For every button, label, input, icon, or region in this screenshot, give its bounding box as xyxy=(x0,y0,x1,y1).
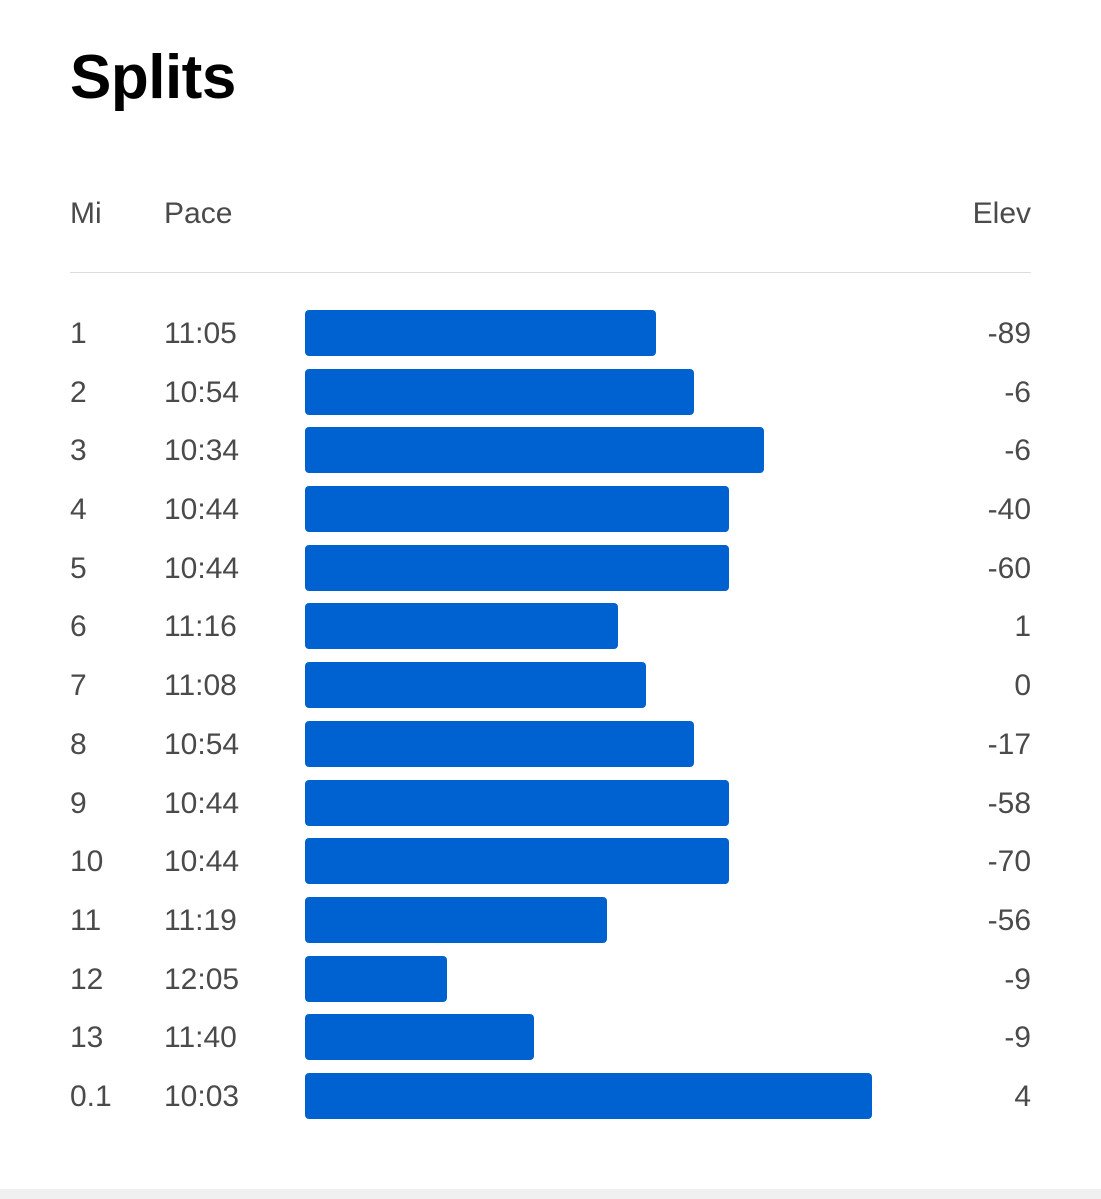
split-elevation: -58 xyxy=(987,786,1031,820)
split-mile: 2 xyxy=(70,375,87,409)
split-elevation: -9 xyxy=(1004,1021,1031,1055)
split-pace: 10:44 xyxy=(164,551,240,585)
page-title: Splits xyxy=(70,43,236,112)
split-elevation: -17 xyxy=(987,727,1031,761)
splits-list: 1 11:05 -89 2 10:54 -6 3 10:34 -6 4 10:44 -40 5 10:44… xyxy=(70,304,1031,1126)
header-divider xyxy=(70,272,1031,273)
split-pace-bar xyxy=(305,1014,534,1061)
split-pace-bar xyxy=(305,544,729,591)
split-row: 0.1 10:03 4 xyxy=(70,1067,1031,1126)
split-pace-bar xyxy=(305,779,729,826)
split-row: 9 10:44 -58 xyxy=(70,774,1031,833)
split-pace-bar xyxy=(305,486,729,533)
split-mile: 10 xyxy=(70,845,104,879)
column-header-elev: Elev xyxy=(972,197,1031,230)
split-pace: 10:54 xyxy=(164,375,240,409)
split-pace: 10:44 xyxy=(164,493,240,527)
split-row: 2 10:54 -6 xyxy=(70,363,1031,422)
split-mile: 8 xyxy=(70,727,87,761)
split-pace: 11:08 xyxy=(164,669,237,703)
split-pace-bar xyxy=(305,955,447,1002)
split-pace-bar xyxy=(305,720,694,767)
split-pace-bar xyxy=(305,310,656,356)
split-row: 8 10:54 -17 xyxy=(70,715,1031,774)
split-elevation: -89 xyxy=(987,317,1031,350)
split-pace: 12:05 xyxy=(164,962,240,996)
split-pace: 10:34 xyxy=(164,434,240,468)
split-pace-bar xyxy=(305,662,646,709)
split-elevation: 4 xyxy=(1014,1079,1031,1113)
split-elevation: -9 xyxy=(1004,962,1031,996)
split-mile: 6 xyxy=(70,610,87,644)
split-elevation: -60 xyxy=(987,551,1031,585)
split-elevation: 1 xyxy=(1014,610,1031,644)
split-elevation: -70 xyxy=(987,845,1031,879)
split-row: 10 10:44 -70 xyxy=(70,832,1031,891)
split-row: 7 11:08 0 xyxy=(70,656,1031,715)
split-row: 11 11:19 -56 xyxy=(70,891,1031,950)
splits-header: Mi Pace Elev xyxy=(70,192,1031,236)
split-row: 6 11:16 1 xyxy=(70,597,1031,656)
split-pace: 10:54 xyxy=(164,727,240,761)
column-header-pace: Pace xyxy=(164,197,233,230)
split-mile: 5 xyxy=(70,551,87,585)
split-elevation: -40 xyxy=(987,493,1031,527)
split-row: 13 11:40 -9 xyxy=(70,1008,1031,1067)
split-pace: 10:03 xyxy=(164,1079,240,1113)
bottom-strip xyxy=(0,1189,1101,1199)
split-pace: 11:05 xyxy=(164,317,237,350)
split-pace-bar xyxy=(305,603,618,650)
split-pace: 11:40 xyxy=(164,1021,237,1055)
split-mile: 9 xyxy=(70,786,87,820)
split-pace-bar xyxy=(305,838,729,885)
split-mile: 0.1 xyxy=(70,1079,112,1113)
split-pace: 10:44 xyxy=(164,845,240,879)
split-pace-bar xyxy=(305,368,694,415)
split-row: 5 10:44 -60 xyxy=(70,539,1031,598)
split-pace: 11:16 xyxy=(164,610,237,644)
split-row: 4 10:44 -40 xyxy=(70,480,1031,539)
split-elevation: -6 xyxy=(1004,434,1031,468)
split-row: 3 10:34 -6 xyxy=(70,421,1031,480)
split-mile: 1 xyxy=(70,317,87,350)
split-pace-bar xyxy=(305,896,607,943)
split-elevation: -6 xyxy=(1004,375,1031,409)
split-pace-bar xyxy=(305,1072,872,1119)
column-header-mi: Mi xyxy=(70,197,102,230)
split-pace-bar xyxy=(305,427,764,474)
split-pace: 11:19 xyxy=(164,903,237,937)
split-row: 1 11:05 -89 xyxy=(70,304,1031,363)
split-mile: 7 xyxy=(70,669,87,703)
split-mile: 12 xyxy=(70,962,104,996)
split-elevation: -56 xyxy=(987,903,1031,937)
split-pace: 10:44 xyxy=(164,786,240,820)
split-mile: 13 xyxy=(70,1021,104,1055)
split-mile: 4 xyxy=(70,493,87,527)
split-mile: 3 xyxy=(70,434,87,468)
split-mile: 11 xyxy=(70,903,102,937)
split-elevation: 0 xyxy=(1014,669,1031,703)
split-row: 12 12:05 -9 xyxy=(70,950,1031,1009)
